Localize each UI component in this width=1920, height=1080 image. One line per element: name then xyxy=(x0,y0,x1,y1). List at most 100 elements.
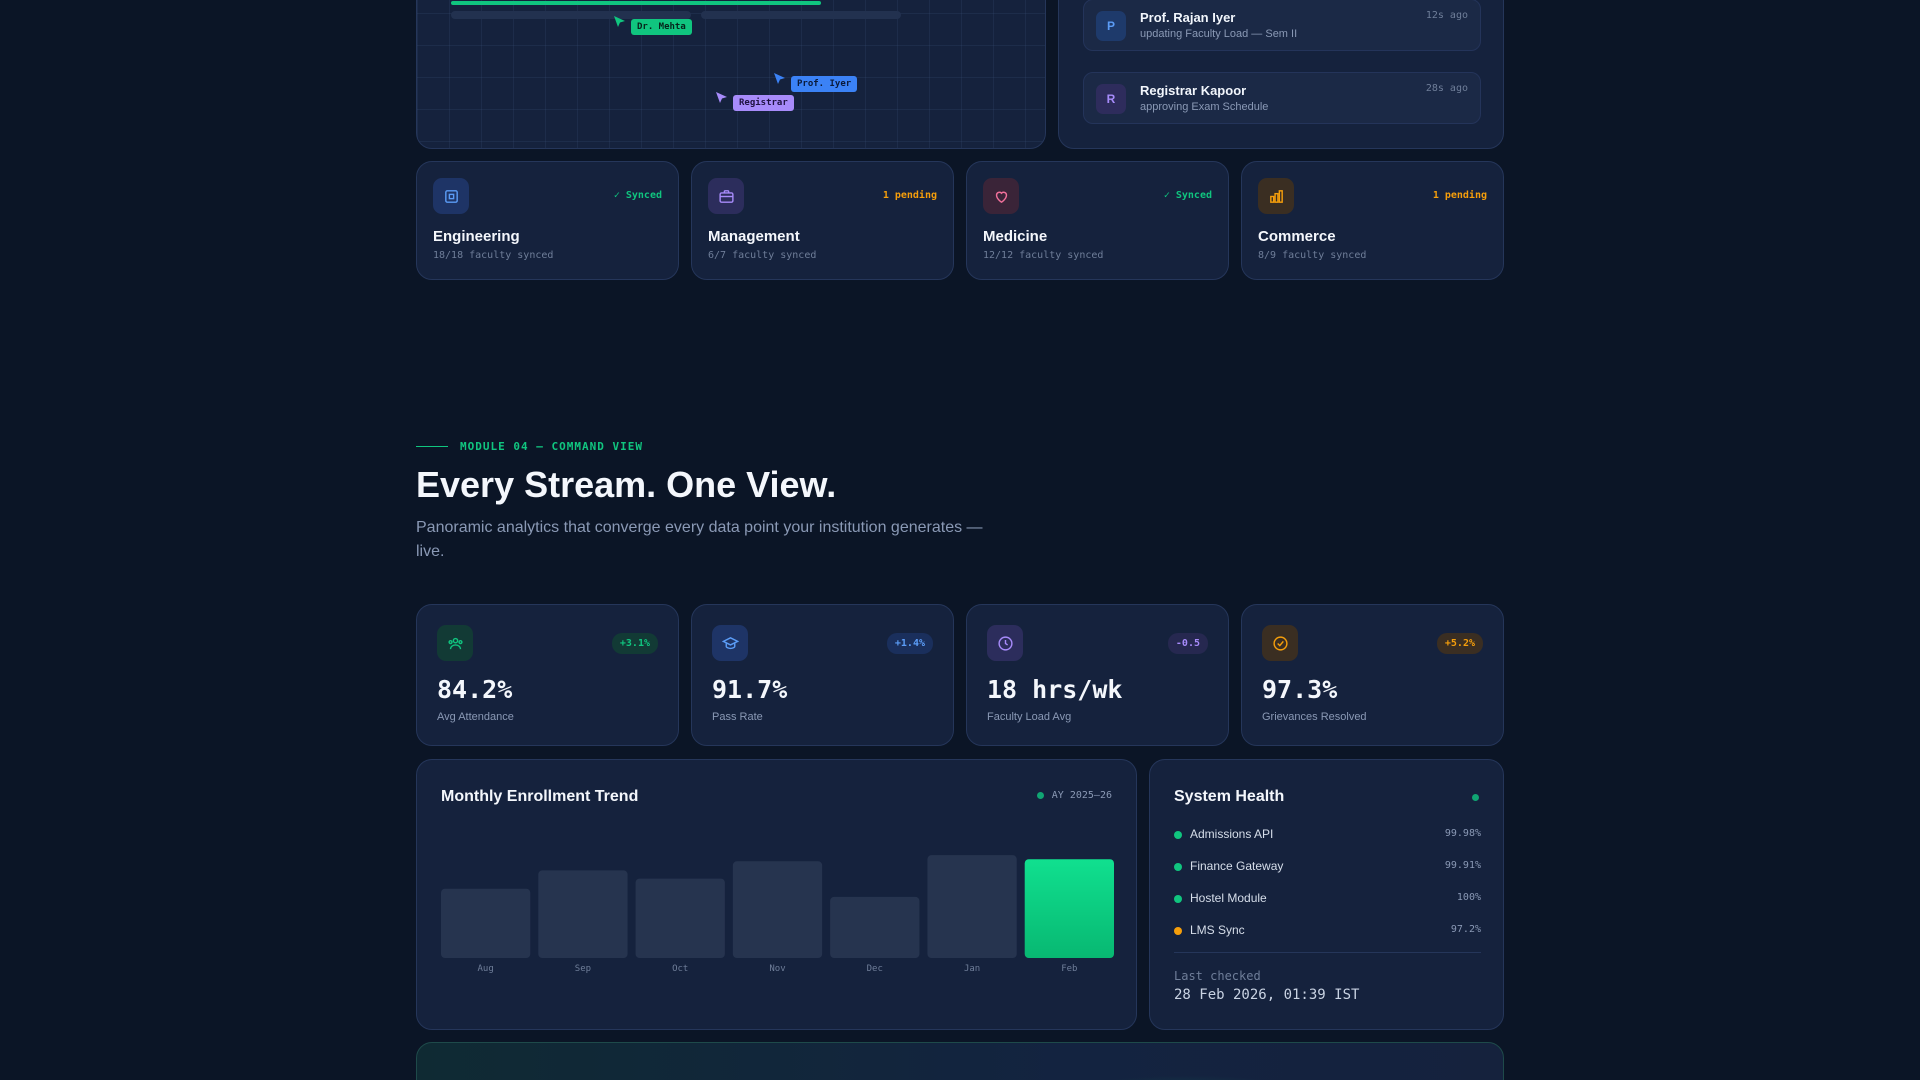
service-uptime: 97.2% xyxy=(1450,924,1481,935)
kpi-delta: -0.5 xyxy=(1167,633,1208,654)
kpi-value: 84.2% xyxy=(437,675,513,704)
pointer-icon xyxy=(774,73,785,84)
dept-card-engineering[interactable]: ✓ Synced Engineering 18/18 faculty synce… xyxy=(416,161,679,280)
activity-item[interactable]: R Registrar Kapoor approving Exam Schedu… xyxy=(1083,72,1481,124)
activity-action: approving Exam Schedule xyxy=(1140,101,1269,113)
status-dot xyxy=(1472,794,1479,801)
cursor-label: Dr. Mehta xyxy=(631,19,692,35)
service-uptime: 100% xyxy=(1456,892,1481,903)
service-uptime: 99.91% xyxy=(1444,860,1481,871)
glow-accent xyxy=(1067,1075,1307,1080)
dept-title: Medicine xyxy=(983,228,1048,245)
service-name: LMS Sync xyxy=(1190,923,1245,937)
period-badge: AY 2025–26 xyxy=(1036,790,1112,801)
placeholder-line xyxy=(701,11,901,19)
tick-label: Dec xyxy=(867,964,883,974)
dept-title: Engineering xyxy=(433,228,520,245)
sync-status: 1 pending xyxy=(1432,190,1487,201)
service-name: Hostel Module xyxy=(1190,891,1267,905)
kpi-delta: +3.1% xyxy=(611,633,658,654)
avatar: P xyxy=(1096,11,1126,41)
cpu-icon xyxy=(433,178,469,214)
service-row-lms-sync[interactable]: LMS Sync 97.2% xyxy=(1174,922,1481,940)
system-health-card: System Health Admissions API 99.98% Fina… xyxy=(1149,759,1504,1030)
tick-label: Oct xyxy=(672,964,688,974)
period-label: AY 2025–26 xyxy=(1051,790,1112,801)
cursor-prof-iyer: Prof. Iyer xyxy=(773,68,858,92)
dept-title: Commerce xyxy=(1258,228,1336,245)
activity-time: 28s ago xyxy=(1425,83,1468,94)
kpi-value: 91.7% xyxy=(712,675,788,704)
bar-chart-icon xyxy=(1258,178,1294,214)
kpi-label: Grievances Resolved xyxy=(1262,711,1367,723)
clock-icon xyxy=(987,625,1023,661)
activity-user: Registrar Kapoor xyxy=(1140,83,1247,98)
tick-label: Jan xyxy=(964,964,980,974)
status-dot xyxy=(1174,863,1182,871)
bar-aug[interactable] xyxy=(441,888,531,958)
cursor-registrar: Registrar xyxy=(715,87,794,111)
bar-oct[interactable] xyxy=(635,878,725,958)
graduation-cap-icon xyxy=(712,625,748,661)
health-title: System Health xyxy=(1174,788,1285,805)
avatar: R xyxy=(1096,84,1126,114)
status-dot xyxy=(1174,927,1182,935)
next-section-card xyxy=(416,1042,1504,1080)
service-name: Admissions API xyxy=(1190,827,1274,841)
kpi-label: Faculty Load Avg xyxy=(987,711,1072,723)
sync-status: 1 pending xyxy=(882,190,937,201)
dept-sync-count: 8/9 faculty synced xyxy=(1258,250,1367,261)
dept-card-medicine[interactable]: ✓ Synced Medicine 12/12 faculty synced xyxy=(966,161,1229,280)
dept-sync-count: 6/7 faculty synced xyxy=(708,250,817,261)
dept-title: Management xyxy=(708,228,800,245)
section-subhead: Panoramic analytics that converge every … xyxy=(416,519,983,560)
status-dot xyxy=(1174,895,1182,903)
status-dot xyxy=(1174,831,1182,839)
tick-label: Nov xyxy=(769,964,785,974)
bar-jan[interactable] xyxy=(927,855,1017,958)
check-circle-icon xyxy=(1262,625,1298,661)
section-headline: Every Stream. One View. xyxy=(416,464,837,505)
enrollment-bar-chart: Aug Sep Oct Nov Dec Jan Feb xyxy=(441,855,1114,974)
kpi-card-grievances[interactable]: +5.2% 97.3% Grievances Resolved xyxy=(1241,604,1504,746)
heart-icon xyxy=(983,178,1019,214)
activity-item[interactable]: P Prof. Rajan Iyer updating Faculty Load… xyxy=(1083,0,1481,51)
dept-sync-count: 12/12 faculty synced xyxy=(983,250,1104,261)
eyebrow-text: MODULE 04 — COMMAND VIEW xyxy=(460,440,643,453)
service-row-hostel-module[interactable]: Hostel Module 100% xyxy=(1174,890,1481,908)
cursor-label: Registrar xyxy=(733,95,794,111)
activity-action: updating Faculty Load — Sem II xyxy=(1140,28,1298,40)
dept-sync-count: 18/18 faculty synced xyxy=(433,250,554,261)
kpi-card-pass-rate[interactable]: +1.4% 91.7% Pass Rate xyxy=(691,604,954,746)
activity-feed: P Prof. Rajan Iyer updating Faculty Load… xyxy=(1058,0,1504,149)
service-row-finance-gateway[interactable]: Finance Gateway 99.91% xyxy=(1174,858,1481,876)
bar-sep[interactable] xyxy=(538,870,628,958)
enrollment-chart-card: Monthly Enrollment Trend AY 2025–26 Aug S… xyxy=(416,759,1137,1030)
dept-card-management[interactable]: 1 pending Management 6/7 faculty synced xyxy=(691,161,954,280)
last-checked-value: 28 Feb 2026, 01:39 IST xyxy=(1174,987,1360,1003)
kpi-value: 97.3% xyxy=(1262,675,1338,704)
bar-dec[interactable] xyxy=(830,896,920,958)
pointer-icon xyxy=(716,92,727,103)
eyebrow-line xyxy=(416,446,448,447)
activity-user: Prof. Rajan Iyer xyxy=(1140,10,1236,25)
service-row-admissions-api[interactable]: Admissions API 99.98% xyxy=(1174,826,1481,844)
bar-feb[interactable] xyxy=(1024,859,1114,958)
cursor-dr-mehta: Dr. Mehta xyxy=(613,11,692,35)
service-uptime: 99.98% xyxy=(1444,828,1481,839)
kpi-value: 18 hrs/wk xyxy=(987,675,1123,704)
bar-nov[interactable] xyxy=(732,861,823,958)
service-name: Finance Gateway xyxy=(1190,859,1284,873)
section-eyebrow: MODULE 04 — COMMAND VIEW xyxy=(416,440,643,453)
tick-label: Aug xyxy=(478,964,494,974)
sync-status: ✓ Synced xyxy=(1163,190,1212,201)
cursor-label: Prof. Iyer xyxy=(791,76,858,92)
kpi-card-attendance[interactable]: +3.1% 84.2% Avg Attendance xyxy=(416,604,679,746)
kpi-label: Pass Rate xyxy=(712,711,763,723)
pointer-icon xyxy=(614,16,625,27)
tick-label: Sep xyxy=(575,964,591,974)
kpi-card-faculty-load[interactable]: -0.5 18 hrs/wk Faculty Load Avg xyxy=(966,604,1229,746)
kpi-delta: +5.2% xyxy=(1436,633,1483,654)
dept-card-commerce[interactable]: 1 pending Commerce 8/9 faculty synced xyxy=(1241,161,1504,280)
chart-title: Monthly Enrollment Trend xyxy=(441,788,639,805)
